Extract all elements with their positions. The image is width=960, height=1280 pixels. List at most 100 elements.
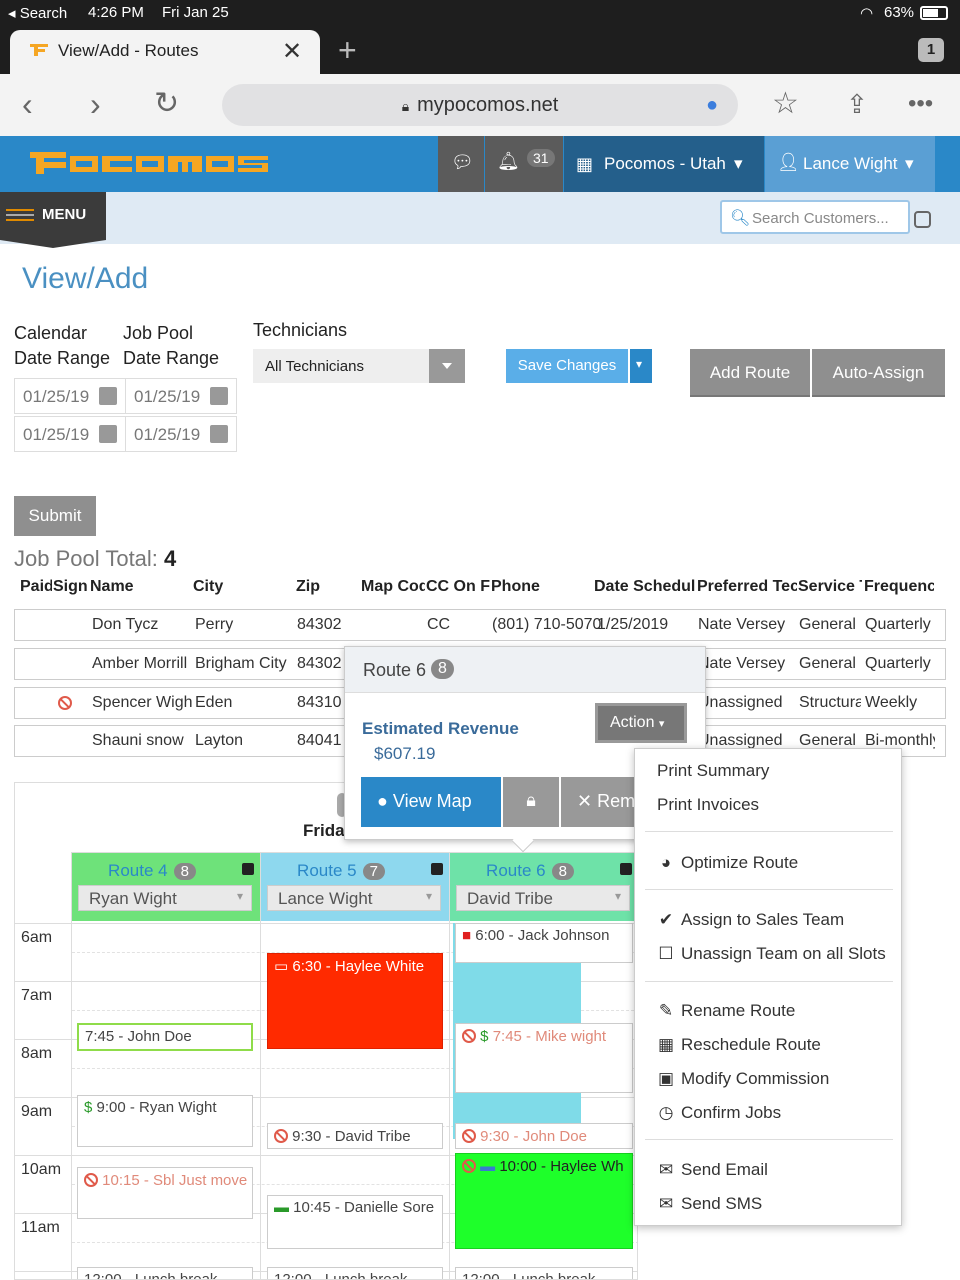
appointment-lunch[interactable]: 12:00 - Lunch break xyxy=(267,1267,443,1279)
column-header[interactable]: Frequency xyxy=(864,578,934,595)
address-bar-row: ‹ › ↻ 🔒︎ mypocomos.net ● ☆ ⇪ ••• xyxy=(0,74,960,136)
appointment-david-tribe[interactable]: 9:30 - David Tribe xyxy=(267,1123,443,1149)
optimize-route-item[interactable]: ◕ Optimize Route xyxy=(657,853,798,873)
action-button[interactable]: Action ▾ xyxy=(595,703,687,743)
add-route-button[interactable]: Add Route xyxy=(690,349,810,397)
column-header[interactable]: Date Scheduled xyxy=(594,578,696,595)
tab-count-button[interactable]: 1 xyxy=(918,38,944,62)
appointment-haylee-white[interactable]: ▭ 6:30 - Haylee White xyxy=(267,953,443,1049)
appointment-ryan-wight[interactable]: $ 9:00 - Ryan Wight xyxy=(77,1095,253,1147)
column-header[interactable]: Sign xyxy=(53,578,88,595)
half-hour-gridline xyxy=(72,952,637,953)
route-tech-select[interactable]: Ryan Wight ▾ xyxy=(78,885,252,911)
rename-route-item[interactable]: ✎ Rename Route xyxy=(657,1001,795,1021)
cell-date: 1/25/2019 xyxy=(597,616,669,633)
auto-assign-button[interactable]: Auto-Assign xyxy=(812,349,945,397)
url-field[interactable]: 🔒︎ mypocomos.net ● xyxy=(222,84,738,126)
appointment-lunch[interactable]: 12:00 - Lunch break xyxy=(455,1267,633,1279)
search-customers-input[interactable]: 🔍︎ Search Customers... xyxy=(720,200,910,234)
close-tab-icon[interactable]: ✕ xyxy=(282,38,303,65)
microphone-icon[interactable]: ● xyxy=(706,94,719,116)
reload-icon[interactable]: ↻ xyxy=(154,87,180,120)
route-name: Route 5 7 xyxy=(261,861,421,881)
appointment-label: 10:00 - Haylee Wh xyxy=(499,1158,624,1175)
appointment-mike-wight[interactable]: $ 7:45 - Mike wight xyxy=(455,1023,633,1093)
unlock-icon[interactable] xyxy=(431,863,443,875)
company-dropdown[interactable]: ▦ Pocomos - Utah ▾ xyxy=(564,136,764,192)
save-options-button[interactable]: ▾ xyxy=(630,349,652,383)
search-checkbox[interactable] xyxy=(914,211,931,228)
job-pool-end-date[interactable]: 01/25/19 xyxy=(125,416,237,452)
column-header[interactable]: Map Code xyxy=(361,578,425,595)
browser-tab[interactable]: View/Add - Routes ✕ xyxy=(10,30,320,74)
column-header[interactable]: CC On File xyxy=(426,578,490,595)
appointment-label: 7:45 - Mike wight xyxy=(492,1028,607,1045)
route-header[interactable]: Route 4 8 Ryan Wight ▾ xyxy=(72,853,260,921)
column-header[interactable]: Service Type xyxy=(798,578,862,595)
back-to-app-link[interactable]: ◂ Search xyxy=(8,5,68,22)
notifications-button[interactable]: 🔔︎ 31 xyxy=(485,136,563,192)
view-map-button[interactable]: ● View Map xyxy=(361,777,501,827)
cancelled-icon xyxy=(84,1173,98,1187)
pocomos-logo xyxy=(30,152,268,174)
appointment-john-doe-2[interactable]: 9:30 - John Doe xyxy=(455,1123,633,1149)
job-pool-row[interactable]: Don Tycz Perry 84302 CC (801) 710-5070 1/25/2… xyxy=(14,609,946,641)
envelope-outline-icon: ✉ xyxy=(658,1194,674,1213)
appointment-john-doe[interactable]: 7:45 - John Doe xyxy=(77,1023,253,1051)
new-tab-icon[interactable]: + xyxy=(338,32,357,68)
unlock-icon[interactable] xyxy=(242,863,254,875)
date-value: 01/25/19 xyxy=(23,425,90,444)
cell-city: Brigham City xyxy=(195,655,287,672)
column-header[interactable]: Zip xyxy=(296,578,320,595)
calendar-end-date[interactable]: 01/25/19 xyxy=(14,416,126,452)
print-summary-item[interactable]: Print Summary xyxy=(657,761,769,781)
column-divider xyxy=(260,853,261,1279)
forward-icon[interactable]: › xyxy=(90,86,101,122)
submit-button[interactable]: Submit xyxy=(14,496,96,536)
appointment-sbl-just-move[interactable]: 10:15 - Sbl Just move xyxy=(77,1167,253,1219)
technicians-select[interactable]: All Technicians xyxy=(253,349,465,383)
more-icon[interactable]: ••• xyxy=(908,90,934,117)
share-icon[interactable]: ⇪ xyxy=(846,89,868,119)
column-header[interactable]: Name xyxy=(90,578,134,595)
save-changes-button[interactable]: Save Changes xyxy=(506,349,628,383)
appointment-lunch[interactable]: 12:00 - Lunch break xyxy=(77,1267,253,1279)
job-pool-total: Job Pool Total: 4 xyxy=(14,546,176,572)
app-header: 💬︎ 🔔︎ 31 ▦ Pocomos - Utah ▾ 👤︎ Lance Wig… xyxy=(0,136,960,192)
date-value: 01/25/19 xyxy=(23,387,90,406)
unassign-team-item[interactable]: ☐ Unassign Team on all Slots xyxy=(657,944,885,964)
assign-sales-team-item[interactable]: ✔ Assign to Sales Team xyxy=(657,910,844,930)
chat-button[interactable]: 💬︎ xyxy=(438,136,484,192)
reschedule-route-item[interactable]: ▦ Reschedule Route xyxy=(657,1035,821,1055)
jobpool-label-line1: Job Pool xyxy=(123,323,194,343)
route-header[interactable]: Route 5 7 Lance Wight ▾ xyxy=(261,853,449,921)
column-header[interactable]: City xyxy=(193,578,224,595)
route-header[interactable]: Route 6 8 David Tribe ▾ xyxy=(450,853,637,921)
send-sms-item[interactable]: ✉ Send SMS xyxy=(657,1194,762,1214)
check-icon: ✔ xyxy=(658,910,674,929)
appointment-haylee-wh[interactable]: ▬ 10:00 - Haylee Wh xyxy=(455,1153,633,1249)
menu-button[interactable]: MENU xyxy=(0,192,106,248)
calendar-date-range-label: Calendar Date Range xyxy=(14,321,110,371)
job-pool-start-date[interactable]: 01/25/19 xyxy=(125,378,237,414)
back-icon[interactable]: ‹ xyxy=(22,86,33,122)
print-invoices-item[interactable]: Print Invoices xyxy=(657,795,759,815)
lock-icon: 🔒︎ xyxy=(401,98,410,114)
appointment-danielle-sore[interactable]: ▬ 10:45 - Danielle Sore xyxy=(267,1195,443,1249)
bookmark-star-icon[interactable]: ☆ xyxy=(772,87,799,120)
modify-commission-item[interactable]: ▣ Modify Commission xyxy=(657,1069,829,1089)
unlock-icon[interactable] xyxy=(620,863,632,875)
user-dropdown[interactable]: 👤︎ Lance Wight ▾ xyxy=(765,136,935,192)
column-header[interactable]: Paid xyxy=(20,578,52,595)
send-email-item[interactable]: ✉ Send Email xyxy=(657,1160,768,1180)
route-tech-select[interactable]: Lance Wight ▾ xyxy=(267,885,441,911)
lock-route-button[interactable]: 🔒︎ xyxy=(503,777,559,827)
column-header[interactable]: Preferred Tech xyxy=(697,578,797,595)
appointment-jack-johnson[interactable]: ■ 6:00 - Jack Johnson xyxy=(455,923,633,963)
browser-chrome: ◂ Search 4:26 PM Fri Jan 25 ◠ 63% View/A… xyxy=(0,0,960,74)
route-tech-select[interactable]: David Tribe ▾ xyxy=(456,885,630,911)
column-header[interactable]: Phone xyxy=(491,578,540,595)
calendar-start-date[interactable]: 01/25/19 xyxy=(14,378,126,414)
confirm-jobs-item[interactable]: ◷ Confirm Jobs xyxy=(657,1103,782,1123)
grid-icon: ▦ xyxy=(576,154,594,174)
